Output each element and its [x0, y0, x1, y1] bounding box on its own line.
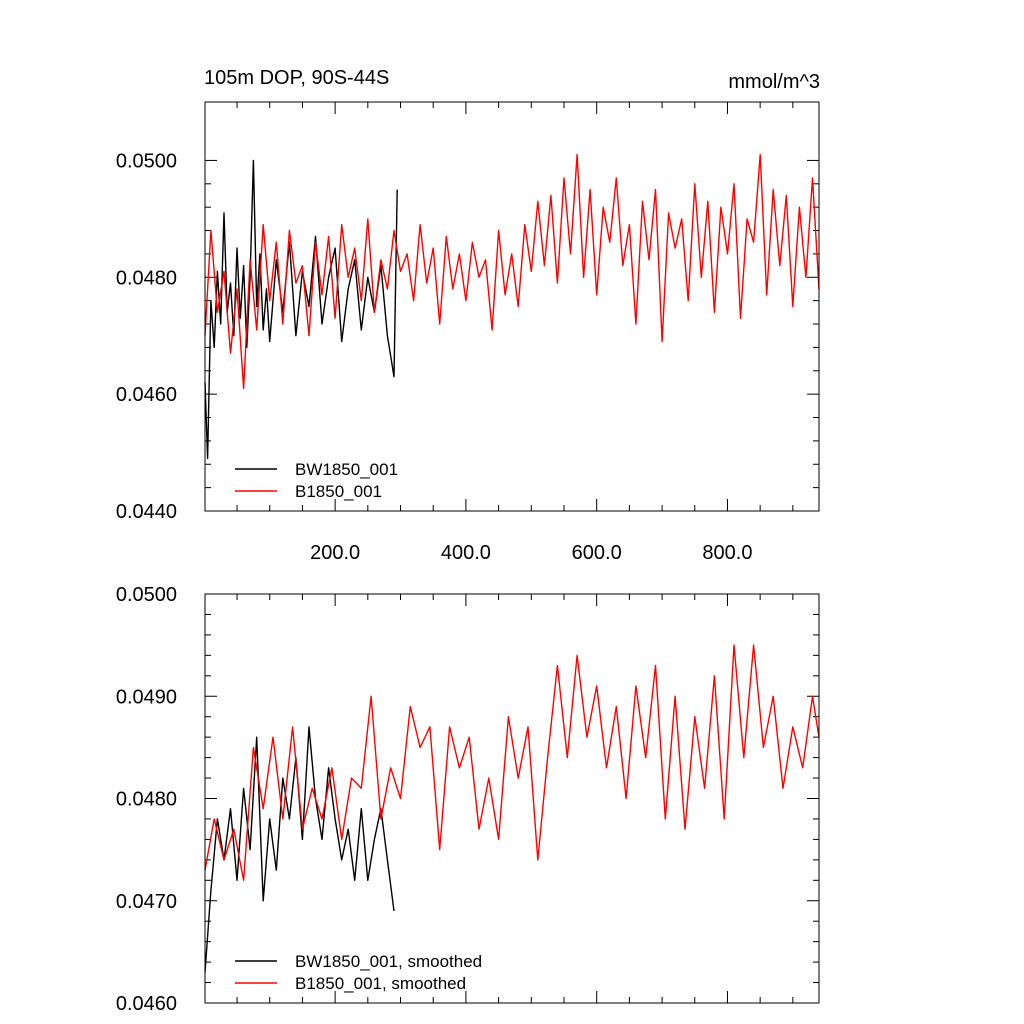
- top-series-line-1: [204, 153, 820, 389]
- top-x-tick-label: 400.0: [441, 542, 491, 564]
- bottom-y-tick-label: 0.0460: [116, 993, 177, 1015]
- top-y-tick-label: 0.0460: [116, 384, 177, 406]
- bottom-legend: BW1850_001, smoothed B1850_001, smoothed: [235, 952, 482, 993]
- bottom-axes: 0.0460 0.0470 0.0480 0.0490 0.0500: [116, 584, 819, 1015]
- bottom-y-tick-label: 0.0490: [116, 686, 177, 708]
- bottom-series-group: [204, 644, 820, 973]
- bottom-series-line-1: [204, 644, 820, 881]
- bottom-panel: 0.0460 0.0470 0.0480 0.0490 0.0500 BW1850_00…: [116, 584, 820, 1015]
- top-units: mmol/m^3: [728, 71, 820, 93]
- bottom-y-tick-label: 0.0480: [116, 789, 177, 811]
- top-title: 105m DOP, 90S-44S: [204, 67, 389, 89]
- bottom-legend-label-0: BW1850_001, smoothed: [295, 952, 482, 971]
- top-y-tick-label: 0.0440: [116, 501, 177, 523]
- top-y-tick-label: 0.0480: [116, 267, 177, 289]
- bottom-y-tick-label: 0.0470: [116, 891, 177, 913]
- bottom-frame: [204, 593, 820, 1004]
- top-y-tick-label: 0.0500: [116, 150, 177, 172]
- top-x-tick-label: 200.0: [310, 542, 360, 564]
- bottom-y-tick-label: 0.0500: [116, 584, 177, 606]
- top-axes: 0.0440 0.0460 0.0480 0.0500 200.0 400.0 600.0 8…: [116, 102, 819, 564]
- bottom-legend-label-1: B1850_001, smoothed: [295, 974, 466, 993]
- top-legend-label-0: BW1850_001: [295, 460, 398, 479]
- top-x-tick-label: 600.0: [572, 542, 622, 564]
- top-panel: 105m DOP, 90S-44S mmol/m^3 0.04400.04600…: [116, 67, 820, 564]
- top-legend: BW1850_001 B1850_001: [235, 460, 398, 501]
- top-series-group: [204, 153, 820, 460]
- top-legend-label-1: B1850_001: [295, 482, 382, 501]
- top-x-tick-label: 800.0: [702, 542, 752, 564]
- bottom-series-line-0: [204, 726, 395, 973]
- top-series-line-0: [204, 159, 398, 460]
- top-frame: [204, 101, 820, 512]
